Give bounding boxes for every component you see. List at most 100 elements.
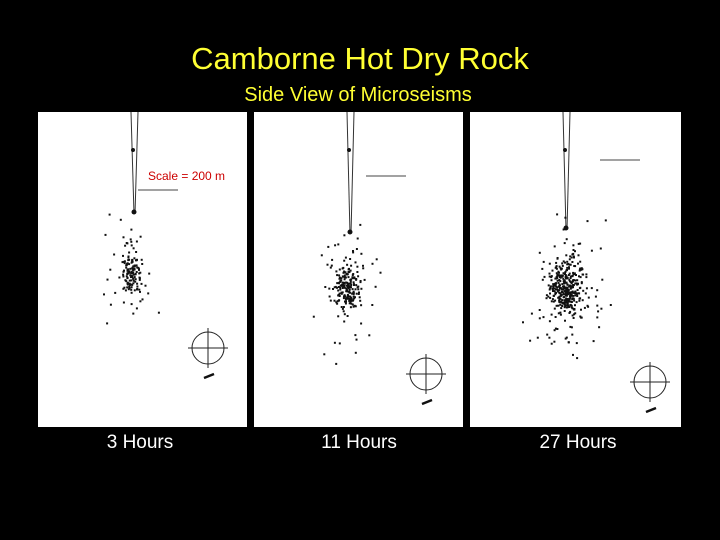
microseism-event — [133, 257, 136, 260]
microseism-event — [594, 295, 597, 298]
microseism-event — [132, 271, 135, 274]
microseism-event — [350, 298, 353, 301]
microseism-event — [569, 275, 572, 278]
microseism-event — [130, 270, 133, 273]
microseism-event — [572, 249, 575, 251]
microseism-event — [582, 273, 585, 276]
microseism-event — [357, 293, 360, 295]
microseism-event — [556, 279, 559, 282]
microseism-event — [569, 263, 572, 266]
microseism-event — [144, 284, 147, 287]
microseism-event — [355, 248, 358, 250]
microseism-event — [358, 291, 360, 294]
microseism-event — [337, 299, 340, 302]
microseism-event — [135, 307, 138, 310]
microseism-event — [340, 291, 343, 294]
microseism-event — [573, 265, 576, 267]
panel-label-27-hours: 27 Hours — [539, 432, 617, 453]
microseism-event — [336, 300, 339, 303]
microseism-event — [571, 274, 574, 277]
microseism-event — [568, 285, 571, 288]
microseism-event — [130, 303, 133, 306]
microseism-event — [126, 276, 129, 279]
microseism-event — [556, 286, 559, 289]
microseism-event — [548, 320, 551, 323]
microseism-event — [564, 276, 567, 278]
microseism-event — [341, 283, 344, 286]
microseism-event — [578, 299, 581, 302]
microseism-event — [132, 269, 135, 272]
microseism-event — [550, 279, 553, 282]
microseism-event — [552, 285, 555, 288]
microseism-event — [571, 285, 574, 288]
microseism-event — [553, 329, 556, 332]
microseism-event — [576, 279, 579, 282]
microseism-event — [568, 258, 571, 261]
microseism-event — [562, 293, 565, 296]
microseism-event — [356, 237, 359, 240]
microseism-event — [147, 292, 150, 295]
microseism-event — [335, 362, 338, 365]
view-direction-arrow — [203, 372, 215, 380]
microseism-event — [354, 288, 357, 291]
microseism-event — [140, 282, 143, 285]
microseism-event — [139, 271, 142, 274]
microseism-event — [562, 277, 565, 280]
microseism-event — [122, 260, 125, 263]
microseism-event — [561, 275, 564, 278]
microseism-event — [567, 341, 570, 344]
microseism-event — [565, 306, 568, 309]
microseism-event — [545, 297, 548, 300]
microseism-event — [139, 290, 141, 293]
microseism-event — [350, 296, 353, 299]
microseism-event — [559, 313, 562, 316]
microseism-event — [128, 285, 131, 288]
microseism-event — [580, 282, 583, 285]
microseism-event — [374, 285, 377, 288]
microseism-event — [336, 302, 339, 305]
microseism-event — [566, 290, 569, 293]
microseism-event — [128, 263, 131, 266]
microseism-event — [355, 292, 358, 295]
microseism-event — [566, 287, 569, 289]
microseism-event — [354, 351, 357, 354]
microseism-event — [564, 271, 567, 273]
microseism-event — [573, 272, 576, 275]
microseism-event — [574, 294, 577, 297]
microseism-event — [341, 287, 344, 289]
microseism-event — [568, 284, 571, 287]
microseism-event — [135, 259, 138, 262]
microseism-event — [127, 288, 130, 291]
microseism-event — [586, 220, 589, 223]
microseism-event — [346, 263, 349, 266]
microseism-event — [571, 307, 574, 310]
microseism-event — [330, 264, 333, 267]
microseism-event — [346, 290, 349, 293]
microseism-event — [555, 261, 558, 264]
microseism-event — [129, 283, 132, 286]
microseism-event — [571, 280, 574, 282]
microseism-event — [557, 304, 560, 307]
microseism-event — [343, 320, 346, 323]
microseism-event — [349, 269, 352, 272]
microseism-event — [562, 292, 565, 295]
microseism-event — [590, 249, 593, 252]
microseism-event — [139, 235, 142, 238]
microseism-event — [596, 316, 599, 319]
microseism-event — [334, 285, 337, 288]
microseism-event — [353, 304, 356, 307]
microseism-event — [124, 244, 127, 247]
microseism-event — [554, 316, 557, 318]
microseism-panel-11-hours — [254, 112, 463, 427]
microseism-event — [554, 327, 557, 330]
microseism-event — [568, 263, 571, 266]
microseism-event — [554, 282, 556, 285]
microseism-event — [109, 303, 112, 306]
microseism-event — [129, 267, 132, 270]
microseism-event — [349, 301, 352, 304]
microseism-event — [338, 274, 341, 277]
microseism-event — [569, 303, 572, 306]
microseism-event — [542, 316, 545, 319]
microseism-event — [559, 292, 562, 295]
microseism-event — [558, 265, 561, 268]
